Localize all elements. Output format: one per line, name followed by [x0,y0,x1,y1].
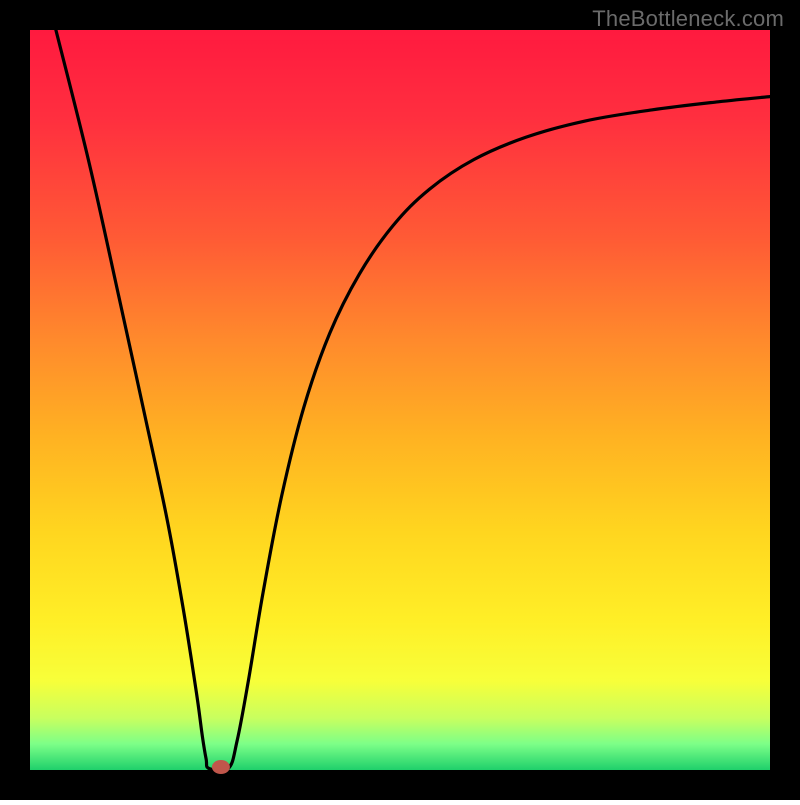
watermark-label: TheBottleneck.com [592,6,784,32]
chart-container: TheBottleneck.com [0,0,800,800]
optimum-marker [212,760,230,774]
bottleneck-chart [0,0,800,800]
